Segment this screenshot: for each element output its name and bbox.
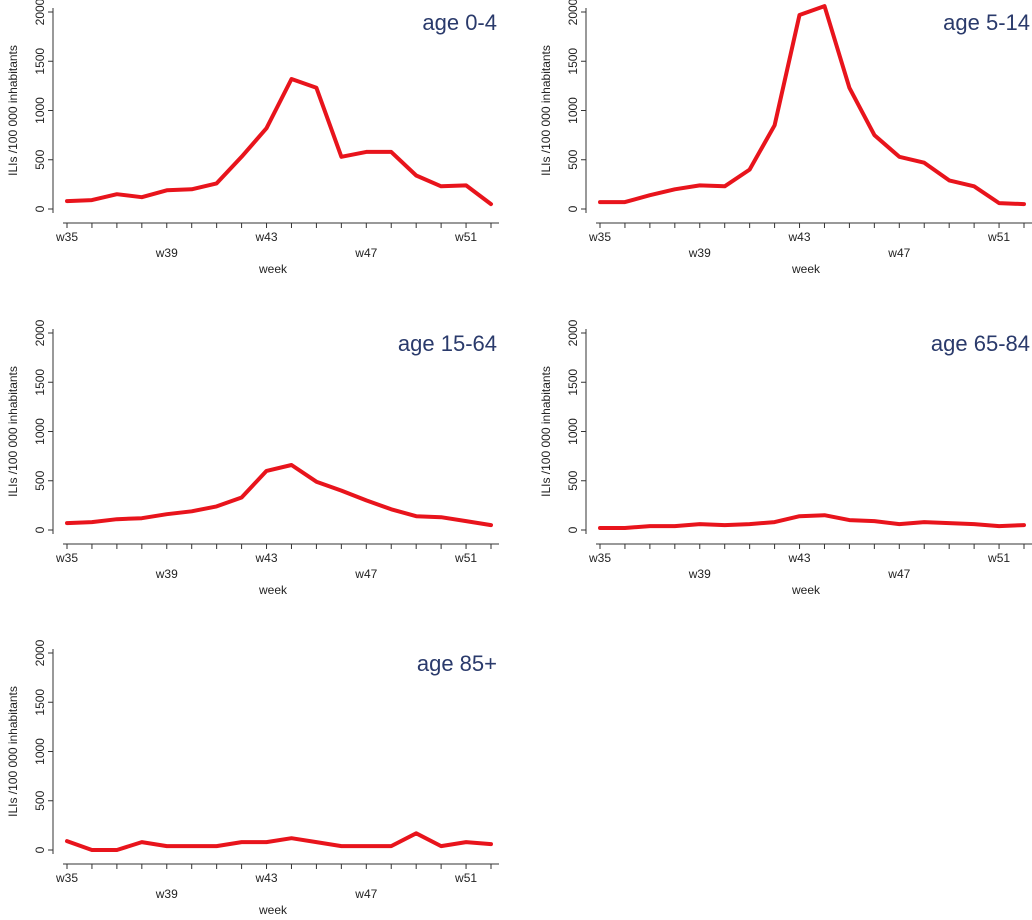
chart-panel: age 85+ 0 500 1000 1500 2000 ILIs /100 000 inh…	[6, 639, 499, 917]
x-tick-label: w39	[688, 246, 711, 260]
x-axis-label: week	[258, 583, 288, 597]
x-tick-label: w51	[987, 230, 1010, 244]
x-tick-label: w43	[255, 551, 278, 565]
x-tick-label: w39	[155, 246, 178, 260]
x-axis-label: week	[258, 262, 288, 276]
series-line	[65, 831, 493, 852]
y-axis-label: ILIs /100 000 inhabitants	[6, 366, 20, 497]
x-tick-label: w35	[55, 230, 78, 244]
y-tick-label: 1000	[33, 97, 47, 124]
panel-title: age 5-14	[943, 10, 1030, 35]
y-tick-label: 1500	[33, 48, 47, 75]
y-axis-label: ILIs /100 000 inhabitants	[539, 366, 553, 497]
y-axis-label: ILIs /100 000 inhabitants	[539, 45, 553, 176]
x-tick-label: w51	[454, 230, 477, 244]
x-tick-label: w51	[454, 551, 477, 565]
chart-panel: age 5-14 0 500 1000 1500 2000 ILIs /100 000 in…	[539, 0, 1032, 276]
y-tick-label: 0	[33, 205, 47, 212]
y-tick-label: 0	[33, 526, 47, 533]
panel-title: age 65-84	[931, 331, 1030, 356]
x-tick-label: w47	[354, 246, 377, 260]
y-tick-label: 0	[566, 205, 580, 212]
chart-panel: age 0-4 0 500 1000 1500 2000 ILIs /100 000 inh…	[6, 0, 499, 276]
panel-title: age 15-64	[398, 331, 497, 356]
y-axis-label: ILIs /100 000 inhabitants	[6, 45, 20, 176]
y-tick-label: 2000	[33, 639, 47, 666]
x-axis-label: week	[791, 583, 821, 597]
y-tick-label: 500	[33, 790, 47, 810]
x-tick-label: w35	[55, 551, 78, 565]
series-line	[65, 77, 493, 207]
y-tick-label: 1500	[566, 48, 580, 75]
y-tick-label: 2000	[33, 0, 47, 25]
x-axis-label: week	[258, 903, 288, 917]
chart-panel: age 65-84 0 500 1000 1500 2000 ILIs /100 000 i…	[539, 319, 1032, 597]
chart-panel: age 15-64 0 500 1000 1500 2000 ILIs /100 000 i…	[6, 319, 499, 597]
x-tick-label: w35	[55, 871, 78, 885]
x-tick-label: w47	[354, 887, 377, 901]
panel-title: age 85+	[417, 651, 497, 676]
x-tick-label: w35	[588, 230, 611, 244]
y-tick-label: 500	[33, 470, 47, 490]
x-tick-label: w39	[155, 567, 178, 581]
y-tick-label: 2000	[566, 319, 580, 346]
y-tick-label: 0	[566, 526, 580, 533]
x-tick-label: w39	[155, 887, 178, 901]
y-tick-label: 1500	[33, 689, 47, 716]
y-tick-label: 500	[33, 149, 47, 169]
x-tick-label: w39	[688, 567, 711, 581]
x-tick-label: w47	[887, 246, 910, 260]
series-line	[598, 513, 1026, 530]
x-tick-label: w51	[454, 871, 477, 885]
series-line	[598, 4, 1026, 207]
y-tick-label: 1000	[33, 418, 47, 445]
x-tick-label: w47	[354, 567, 377, 581]
y-tick-label: 1000	[566, 97, 580, 124]
x-tick-label: w43	[255, 230, 278, 244]
panel-title: age 0-4	[422, 10, 497, 35]
y-tick-label: 1500	[33, 369, 47, 396]
x-axis-label: week	[791, 262, 821, 276]
x-tick-label: w43	[788, 551, 811, 565]
x-tick-label: w47	[887, 567, 910, 581]
y-tick-label: 1500	[566, 369, 580, 396]
y-tick-label: 2000	[33, 319, 47, 346]
y-axis-label: ILIs /100 000 inhabitants	[6, 686, 20, 817]
y-tick-label: 2000	[566, 0, 580, 25]
y-tick-label: 500	[566, 470, 580, 490]
x-tick-label: w35	[588, 551, 611, 565]
x-tick-label: w51	[987, 551, 1010, 565]
y-tick-label: 1000	[566, 418, 580, 445]
y-tick-label: 500	[566, 149, 580, 169]
y-tick-label: 1000	[33, 738, 47, 765]
x-tick-label: w43	[788, 230, 811, 244]
x-tick-label: w43	[255, 871, 278, 885]
series-line	[65, 463, 493, 528]
y-tick-label: 0	[33, 846, 47, 853]
